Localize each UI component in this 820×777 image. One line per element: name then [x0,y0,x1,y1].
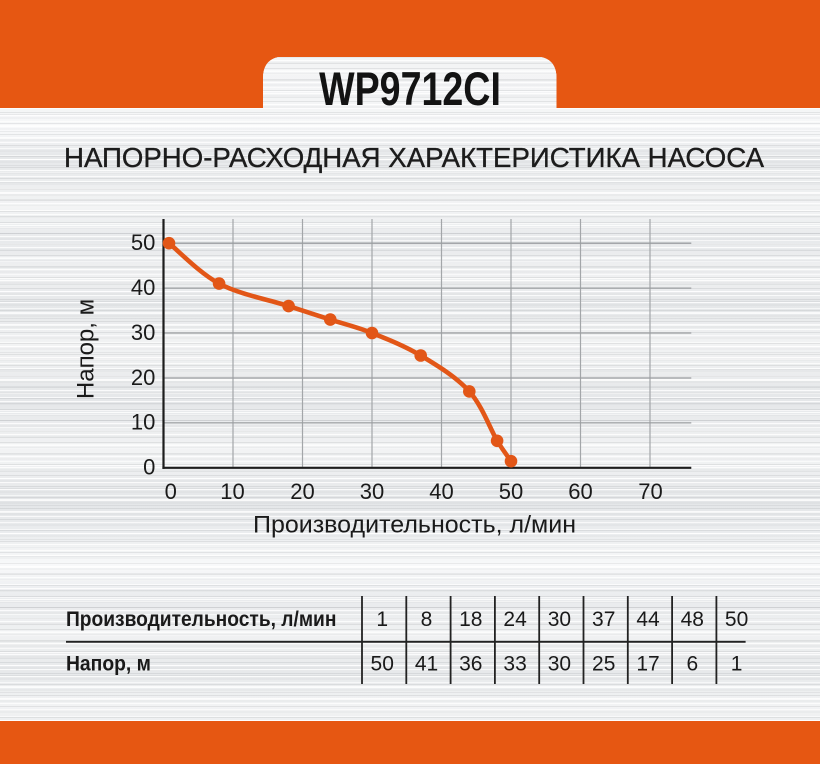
svg-text:40: 40 [429,479,453,504]
svg-text:17: 17 [636,653,659,676]
svg-text:40: 40 [131,275,155,300]
svg-text:33: 33 [503,653,526,676]
svg-text:30: 30 [548,653,571,676]
svg-text:6: 6 [686,653,698,676]
svg-text:30: 30 [360,479,384,504]
svg-text:24: 24 [503,608,527,631]
svg-text:44: 44 [636,608,660,631]
svg-text:0: 0 [165,479,177,504]
svg-text:50: 50 [725,608,748,631]
svg-text:20: 20 [290,479,314,504]
svg-text:10: 10 [131,410,155,435]
svg-text:50: 50 [499,479,523,504]
svg-text:25: 25 [592,653,615,676]
svg-text:41: 41 [415,653,438,676]
svg-text:Производительность, л/мин: Производительность, л/мин [66,608,336,631]
svg-text:20: 20 [131,365,155,390]
svg-text:Напор, м: Напор, м [73,299,100,399]
svg-text:Производительность, л/мин: Производительность, л/мин [253,512,576,538]
svg-text:8: 8 [421,608,433,631]
svg-text:50: 50 [371,653,394,676]
svg-text:37: 37 [592,608,615,631]
svg-text:36: 36 [459,653,482,676]
svg-text:48: 48 [681,608,704,631]
svg-text:1: 1 [731,653,743,676]
svg-text:60: 60 [568,479,592,504]
svg-text:1: 1 [376,608,388,631]
svg-text:18: 18 [459,608,482,631]
svg-text:Напор, м: Напор, м [66,653,151,676]
svg-text:0: 0 [143,455,155,480]
svg-text:30: 30 [131,320,155,345]
svg-text:30: 30 [548,608,571,631]
svg-text:70: 70 [638,479,662,504]
svg-text:50: 50 [131,230,155,255]
svg-text:10: 10 [220,479,244,504]
